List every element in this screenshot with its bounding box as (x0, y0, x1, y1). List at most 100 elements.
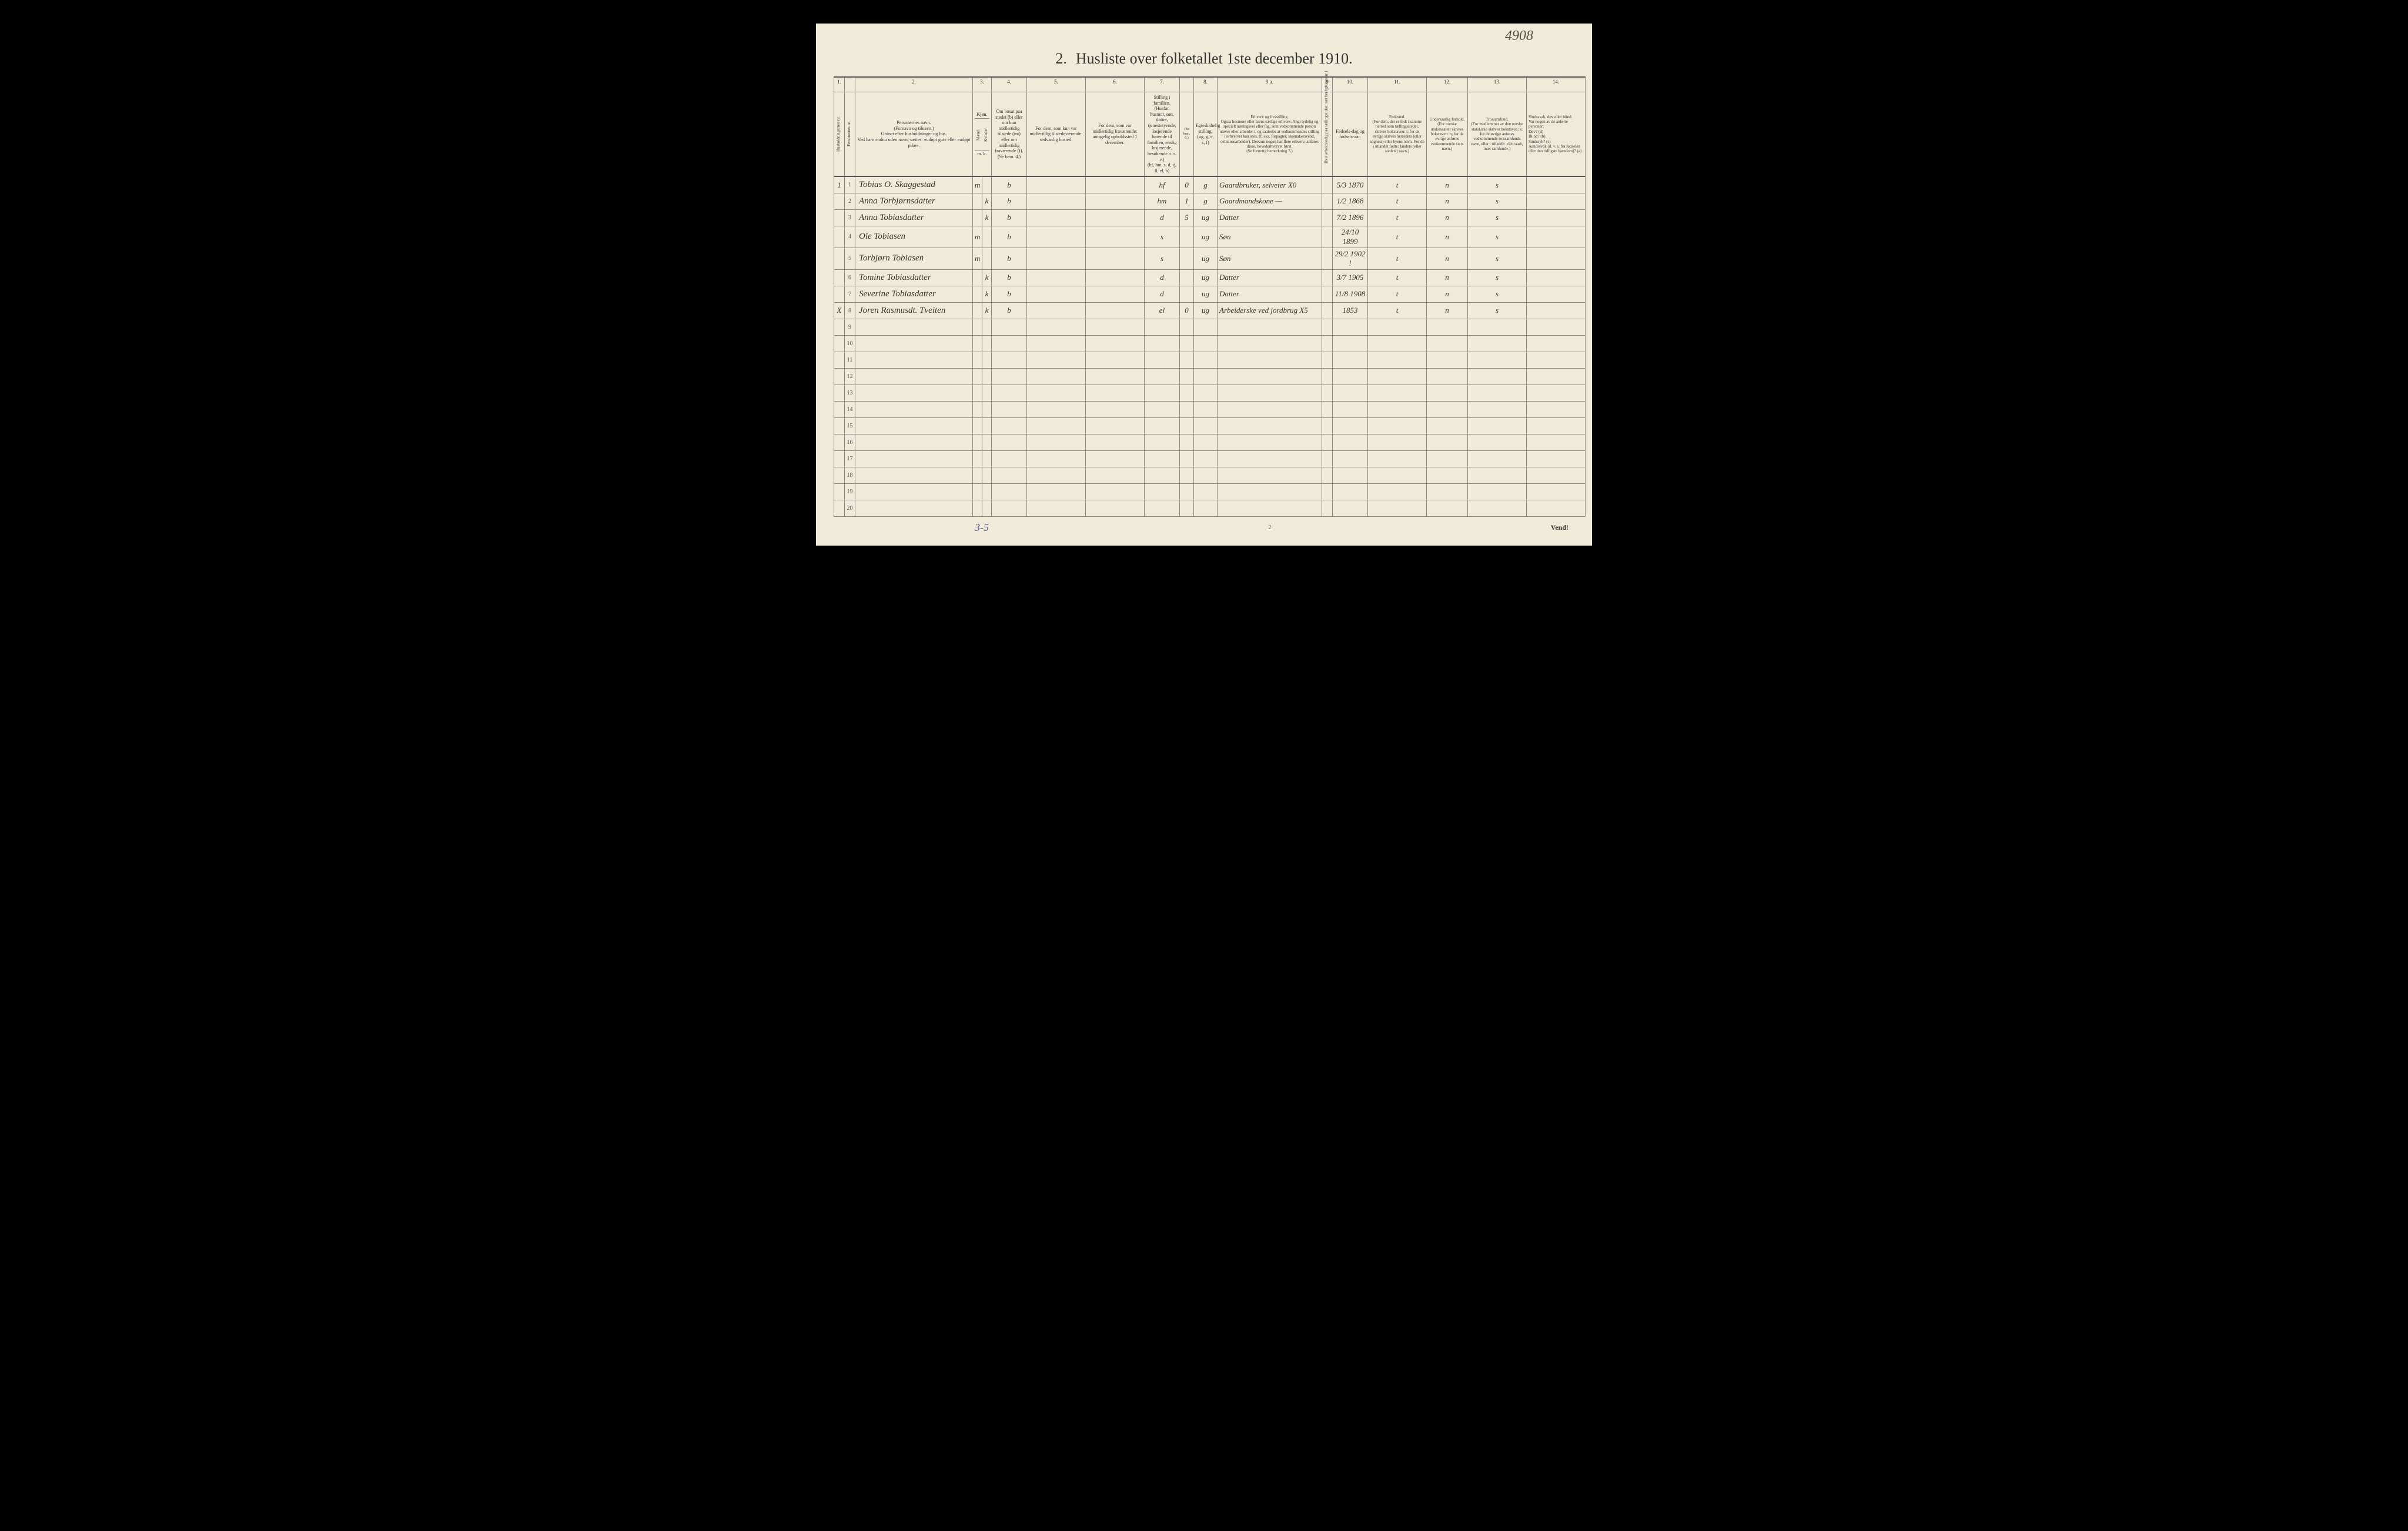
empty-cell: 11 (845, 352, 855, 368)
header-c13: Trossamfund. (For medlemmer av den norsk… (1468, 92, 1527, 177)
empty-cell (992, 500, 1027, 516)
cell-c7: hf (1145, 176, 1180, 193)
cell-c12: n (1427, 226, 1468, 248)
empty-cell (1145, 319, 1180, 335)
cell-person-nr: 1 (845, 176, 855, 193)
empty-cell (992, 368, 1027, 385)
header-c9a: Erhverv og livsstilling. Ogsaa husmors e… (1218, 92, 1322, 177)
cell-c7b: 5 (1180, 209, 1194, 226)
cell-sex-k (982, 226, 992, 248)
cell-c7b: 1 (1180, 193, 1194, 209)
cell-bosat: b (992, 286, 1027, 302)
empty-cell (992, 335, 1027, 352)
cell-sex-m: m (973, 176, 982, 193)
cell-bosat: b (992, 209, 1027, 226)
empty-cell (1527, 319, 1586, 335)
empty-cell (1027, 385, 1086, 401)
empty-cell (1368, 483, 1427, 500)
cell-c9a: Datter (1218, 286, 1322, 302)
cell-c11: t (1368, 176, 1427, 193)
empty-cell (855, 467, 973, 483)
cell-c9a: Arbeiderske ved jordbrug X5 (1218, 302, 1322, 319)
cell-sex-m (973, 209, 982, 226)
header-hh-nr: Husholdningernes nr. (834, 92, 845, 177)
empty-cell (992, 319, 1027, 335)
cell-c7b: 0 (1180, 176, 1194, 193)
empty-cell (1322, 335, 1333, 352)
empty-cell (973, 385, 982, 401)
empty-cell (1086, 450, 1145, 467)
cell-bosat: b (992, 302, 1027, 319)
cell-c7: hm (1145, 193, 1180, 209)
empty-cell (855, 483, 973, 500)
empty-cell (973, 368, 982, 385)
cell-c8: ug (1194, 302, 1218, 319)
empty-cell (1027, 434, 1086, 450)
col-num (845, 77, 855, 92)
table-row: X8Joren Rasmusdt. Tveitenkbel0ugArbeider… (834, 302, 1586, 319)
empty-cell (1322, 385, 1333, 401)
table-row: 11Tobias O. Skaggestadmbhf0gGaardbruker,… (834, 176, 1586, 193)
header-bosat: Om bosat paa stedet (b) eller om kun mid… (992, 92, 1027, 177)
empty-cell (1333, 467, 1368, 483)
empty-cell (1333, 352, 1368, 368)
cell-person-nr: 8 (845, 302, 855, 319)
empty-cell (1180, 352, 1194, 368)
empty-cell (1427, 450, 1468, 467)
cell-c9b (1322, 226, 1333, 248)
page-title: 2.Husliste over folketallet 1ste decembe… (834, 50, 1574, 68)
empty-cell (1468, 483, 1527, 500)
table-row-empty: 16 (834, 434, 1586, 450)
empty-cell (973, 335, 982, 352)
cell-c9a: Søn (1218, 248, 1322, 269)
empty-cell (1180, 417, 1194, 434)
empty-cell (1333, 335, 1368, 352)
empty-cell (855, 401, 973, 417)
empty-cell (982, 417, 992, 434)
empty-cell (1194, 483, 1218, 500)
cell-c8: ug (1194, 226, 1218, 248)
cell-bosat: b (992, 193, 1027, 209)
empty-cell (1333, 434, 1368, 450)
cell-c7: d (1145, 209, 1180, 226)
empty-cell (834, 335, 845, 352)
cell-sex-k: k (982, 286, 992, 302)
empty-cell: 18 (845, 467, 855, 483)
cell-sex-m: m (973, 248, 982, 269)
empty-cell (1527, 401, 1586, 417)
empty-cell (1322, 401, 1333, 417)
footer-page-num: 2 (1268, 524, 1271, 531)
empty-cell (1322, 434, 1333, 450)
cell-c7: d (1145, 286, 1180, 302)
title-prefix: 2. (1055, 50, 1067, 67)
table-row-empty: 15 (834, 417, 1586, 434)
empty-cell: 20 (845, 500, 855, 516)
cell-c12: n (1427, 302, 1468, 319)
empty-cell (1468, 500, 1527, 516)
table-row: 3Anna Tobiasdatterkbd5ugDatter7/2 1896tn… (834, 209, 1586, 226)
empty-cell (973, 500, 982, 516)
empty-cell: 13 (845, 385, 855, 401)
empty-cell (982, 352, 992, 368)
cell-c14 (1527, 209, 1586, 226)
cell-c11: t (1368, 209, 1427, 226)
header-c9b: Hvis arbeidsledig paa tællingstiden, sæt… (1322, 92, 1333, 177)
cell-c12: n (1427, 193, 1468, 209)
empty-cell (992, 450, 1027, 467)
empty-cell (1368, 450, 1427, 467)
empty-cell (1218, 500, 1322, 516)
empty-cell (834, 401, 845, 417)
cell-sex-k (982, 176, 992, 193)
cell-c14 (1527, 302, 1586, 319)
empty-cell (992, 483, 1027, 500)
cell-c6 (1086, 248, 1145, 269)
empty-cell: 19 (845, 483, 855, 500)
cell-c10: 11/8 1908 (1333, 286, 1368, 302)
empty-cell (1145, 385, 1180, 401)
header-c5: For dem, som kun var midlertidig tilsted… (1027, 92, 1086, 177)
empty-cell (1468, 352, 1527, 368)
empty-cell (1218, 335, 1322, 352)
empty-cell (982, 467, 992, 483)
cell-hh (834, 193, 845, 209)
empty-cell (992, 352, 1027, 368)
